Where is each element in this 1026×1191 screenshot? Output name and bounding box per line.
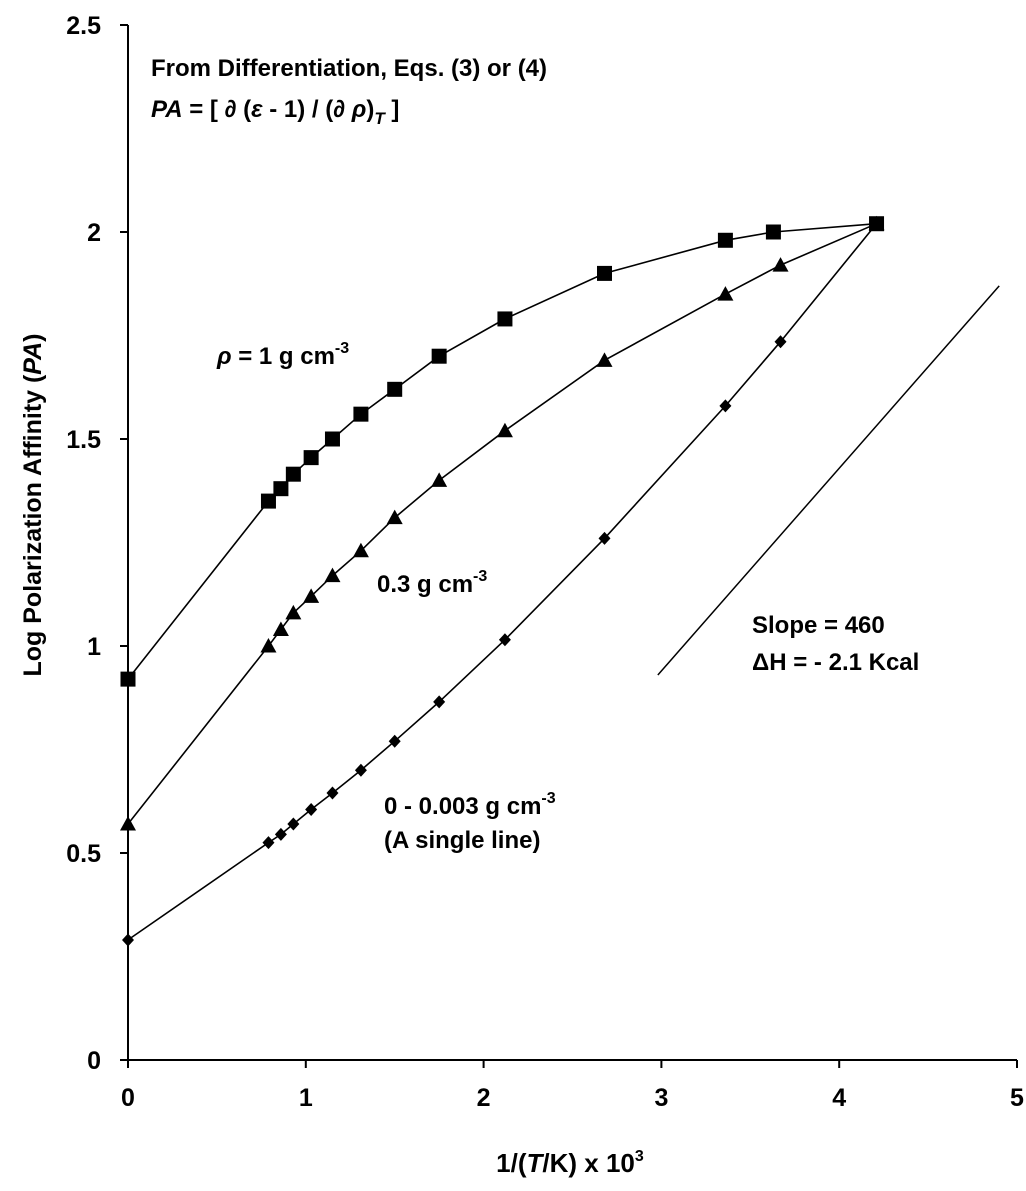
data-point-triangle: [324, 567, 341, 583]
data-point-diamond: [598, 531, 611, 545]
y-tick-label: 1: [87, 633, 101, 661]
x-tick-label: 5: [1010, 1084, 1024, 1112]
reference-slope-line: [657, 285, 1000, 676]
data-point-diamond: [287, 817, 300, 831]
data-point-square: [324, 431, 340, 447]
data-point-square: [597, 265, 613, 281]
data-point-triangle: [260, 638, 277, 653]
data-point-square: [260, 493, 276, 509]
data-point-square: [120, 671, 136, 687]
x-tick-label: 2: [477, 1084, 491, 1112]
data-point-triangle: [120, 816, 136, 831]
label-rho-03: 0.3 g cm-3: [377, 568, 487, 598]
x-tick-label: 3: [654, 1084, 668, 1112]
axes: [127, 25, 1017, 1061]
data-point-triangle: [496, 422, 513, 438]
data-point-diamond: [122, 933, 134, 947]
title-line-2: PA = [ ∂ (ε - 1) / (∂ ρ)T ]: [151, 96, 399, 128]
data-point-square: [353, 406, 369, 422]
data-point-diamond: [870, 217, 883, 231]
data-point-diamond: [262, 836, 275, 850]
data-point-diamond: [433, 695, 446, 709]
x-axis-label: 1/(T/K) x 103: [496, 1148, 644, 1178]
data-point-diamond: [388, 734, 401, 748]
data-point-square: [285, 466, 301, 482]
data-point-square: [765, 224, 781, 240]
series: [120, 215, 1000, 947]
ticks: 0 0.5 1 1.5 2 2.5 0 1 2 3 4 5: [66, 12, 1024, 1112]
y-tick-label: 2.5: [66, 12, 101, 40]
data-point-diamond: [354, 763, 367, 777]
title-line-1: From Differentiation, Eqs. (3) or (4): [151, 55, 547, 82]
data-point-diamond: [719, 399, 732, 413]
y-tick-label: 0: [87, 1047, 101, 1075]
data-point-diamond: [774, 335, 787, 349]
data-point-diamond: [498, 633, 511, 647]
data-point-triangle: [352, 542, 369, 558]
data-point-triangle: [717, 286, 734, 301]
y-tick-label: 2: [87, 219, 101, 247]
label-delta-h: ΔH = - 2.1 Kcal: [752, 649, 919, 676]
x-tick-label: 1: [299, 1084, 313, 1112]
data-point-square: [431, 348, 447, 364]
y-axis-label: Log Polarization Affinity (PA): [19, 333, 47, 676]
label-rho-0: 0 - 0.003 g cm-3: [384, 790, 556, 820]
data-point-triangle: [596, 352, 613, 367]
label-single-line: (A single line): [384, 827, 540, 854]
data-point-diamond: [274, 827, 287, 841]
label-slope: Slope = 460: [752, 612, 885, 639]
data-point-triangle: [272, 621, 289, 636]
data-point-triangle: [386, 509, 403, 525]
data-point-square: [717, 232, 733, 248]
data-point-square: [303, 450, 319, 466]
y-tick-label: 1.5: [66, 426, 101, 454]
data-point-triangle: [772, 257, 789, 272]
series-line-square: [127, 222, 877, 680]
data-point-triangle: [303, 588, 320, 603]
data-point-square: [273, 481, 289, 497]
x-tick-label: 0: [121, 1084, 135, 1112]
label-rho-1: ρ = 1 g cm-3: [216, 340, 349, 370]
x-tick-label: 4: [832, 1084, 846, 1112]
data-point-diamond: [326, 786, 339, 800]
y-tick-label: 0.5: [66, 840, 101, 868]
data-point-triangle: [285, 604, 302, 620]
data-point-square: [387, 381, 403, 397]
data-point-diamond: [305, 803, 318, 817]
data-point-square: [497, 311, 513, 327]
data-point-triangle: [431, 472, 448, 487]
